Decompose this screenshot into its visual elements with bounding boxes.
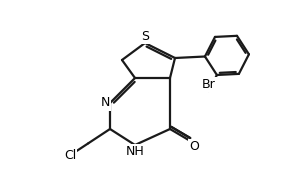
Text: NH: NH [126, 145, 144, 158]
Text: S: S [141, 30, 149, 43]
Text: Cl: Cl [64, 149, 76, 162]
Text: N: N [101, 97, 110, 110]
Text: Br: Br [202, 78, 215, 91]
Text: O: O [189, 140, 199, 153]
